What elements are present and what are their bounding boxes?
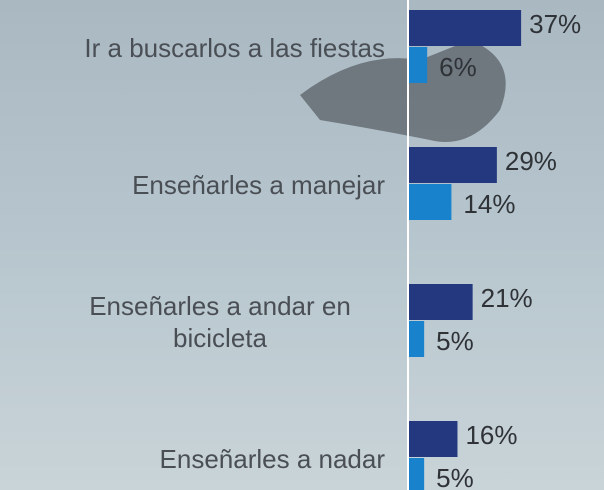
value-label: 6% bbox=[439, 52, 477, 82]
bar bbox=[409, 10, 521, 46]
value-label: 5% bbox=[436, 326, 474, 356]
category-text: Enseñarles a manejar bbox=[132, 169, 385, 201]
value-label: 29% bbox=[505, 146, 557, 176]
value-label: 14% bbox=[463, 189, 515, 219]
value-label: 16% bbox=[465, 420, 517, 450]
page: 37%6%29%14%21%5%16%5% (() => { const dat… bbox=[0, 0, 604, 490]
bar bbox=[409, 458, 424, 490]
category-text: Ir a buscarlos a las fiestas bbox=[84, 32, 385, 64]
value-label: 21% bbox=[481, 283, 533, 313]
bar bbox=[409, 421, 457, 457]
bar bbox=[409, 47, 427, 83]
bar bbox=[409, 147, 497, 183]
value-label: 37% bbox=[529, 9, 581, 39]
bar bbox=[409, 184, 451, 220]
category-label: Enseñarles a manejar bbox=[0, 169, 385, 201]
category-text: Enseñarles a andar en bicicleta bbox=[55, 290, 385, 354]
chart: 37%6%29%14%21%5%16%5% bbox=[0, 0, 604, 490]
category-label: Enseñarles a nadar bbox=[0, 443, 385, 475]
background bbox=[0, 0, 604, 490]
category-label: Ir a buscarlos a las fiestas bbox=[0, 32, 385, 64]
bar bbox=[409, 321, 424, 357]
category-text: Enseñarles a nadar bbox=[160, 443, 385, 475]
bar bbox=[409, 284, 473, 320]
value-label: 5% bbox=[436, 463, 474, 490]
category-label: Enseñarles a andar en bicicleta bbox=[0, 290, 385, 354]
